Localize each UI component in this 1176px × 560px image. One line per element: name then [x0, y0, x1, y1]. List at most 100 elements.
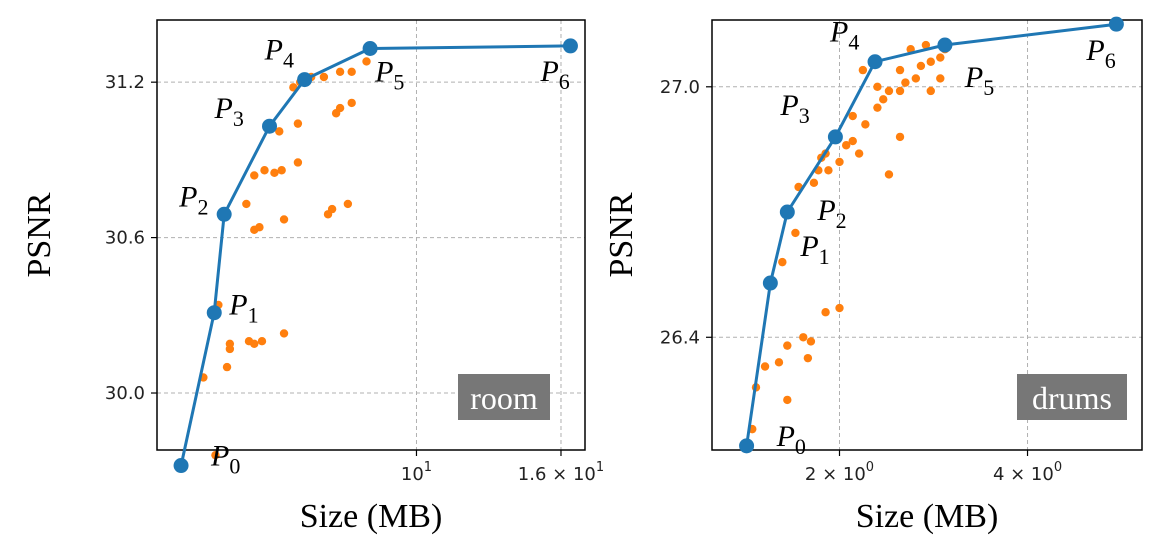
pareto-point — [739, 438, 755, 454]
candidate-point — [791, 228, 800, 238]
y-tick-label: 27.0 — [660, 77, 700, 98]
pareto-label-subscript: 3 — [799, 103, 810, 128]
candidate-point — [760, 362, 770, 371]
candidate-point — [279, 215, 289, 224]
pareto-label-subscript: 4 — [848, 30, 859, 55]
candidate-point — [926, 86, 935, 96]
pareto-label-letter: P — [264, 34, 283, 67]
pareto-label-subscript: 1 — [248, 303, 259, 328]
scene-badge-label: drums — [1032, 380, 1112, 416]
pareto-label-subscript: 3 — [233, 106, 244, 131]
pareto-label-letter: P — [816, 194, 835, 227]
scene-badge — [1017, 374, 1127, 420]
pareto-label-letter: P — [214, 92, 233, 125]
candidate-point — [319, 72, 329, 82]
candidate-point — [211, 450, 220, 460]
candidate-point — [848, 111, 857, 121]
pareto-point — [827, 129, 843, 145]
candidate-point — [242, 199, 251, 209]
candidate-point — [936, 74, 945, 83]
candidate-point — [821, 308, 830, 317]
y-tick-label: 31.2 — [105, 72, 145, 93]
candidate-point — [835, 303, 844, 313]
x-tick-base: 10 — [401, 464, 424, 485]
x-tick-base: 4 × 10 — [993, 464, 1054, 485]
pareto-label-letter: P — [374, 55, 393, 88]
pareto-label-letter: P — [779, 89, 798, 122]
candidate-point — [916, 61, 926, 71]
candidate-point — [222, 362, 232, 372]
scene-badge — [458, 374, 550, 420]
candidate-point — [873, 82, 882, 91]
x-tick-label: 101 — [401, 460, 432, 485]
pareto-label-letter: P — [210, 440, 229, 473]
candidate-point — [293, 158, 303, 167]
pareto-label-letter: P — [829, 16, 848, 49]
x-tick-base: 2 × 10 — [805, 464, 866, 485]
candidate-point — [327, 204, 337, 214]
pareto-point-label: P2 — [816, 194, 846, 233]
scene-badge-label: room — [470, 380, 538, 416]
pareto-point — [1108, 16, 1124, 32]
pareto-label-subscript: 0 — [795, 434, 806, 459]
candidate-point — [225, 339, 235, 348]
pareto-label-letter: P — [178, 180, 197, 213]
pareto-label-subscript: 1 — [819, 244, 830, 269]
pareto-label-subscript: 0 — [229, 454, 240, 479]
pareto-point — [297, 72, 313, 88]
pareto-point — [262, 118, 278, 134]
candidate-point — [848, 136, 857, 146]
pareto-label-letter: P — [1085, 34, 1104, 67]
candidate-point — [835, 157, 844, 167]
candidate-point — [809, 178, 819, 188]
pareto-point — [762, 275, 778, 291]
candidate-point — [921, 40, 931, 50]
pareto-label-subscript: 6 — [559, 69, 570, 94]
pareto-point-label: P0 — [776, 420, 806, 459]
pareto-point-label: P1 — [228, 289, 258, 328]
x-axis-label: Size (MB) — [300, 498, 443, 535]
plot-frame — [711, 19, 1143, 451]
candidate-point — [911, 74, 921, 83]
x-tick-base: 1.6 × 10 — [518, 464, 596, 485]
x-tick-exponent: 0 — [866, 460, 874, 475]
pareto-point-label: P1 — [799, 230, 829, 269]
x-tick-exponent: 1 — [424, 460, 432, 475]
pareto-point-label: P2 — [178, 180, 208, 219]
pareto-point-label: P0 — [210, 440, 240, 479]
candidate-point — [783, 395, 792, 405]
pareto-point — [562, 38, 578, 54]
candidate-point — [799, 333, 808, 342]
x-tick-label: 4 × 100 — [993, 460, 1062, 485]
candidate-point — [774, 358, 784, 367]
candidate-point — [806, 337, 816, 346]
pareto-point-label: P3 — [214, 92, 244, 131]
y-axis-label: PSNR — [21, 192, 58, 277]
candidate-point — [873, 103, 882, 112]
pareto-point-label: P5 — [964, 61, 994, 100]
pareto-point — [173, 458, 189, 474]
candidate-point — [347, 67, 356, 77]
candidate-point — [783, 341, 792, 350]
candidate-point — [347, 98, 356, 108]
candidate-point — [250, 339, 259, 348]
pareto-point — [937, 37, 953, 53]
pareto-label-letter: P — [964, 61, 983, 94]
candidate-point — [884, 170, 894, 179]
candidate-point — [884, 86, 894, 96]
candidate-point — [270, 168, 279, 178]
candidate-point — [257, 337, 267, 346]
candidate-point — [895, 86, 905, 96]
candidate-point — [260, 166, 269, 175]
pareto-label-subscript: 2 — [836, 208, 847, 233]
pareto-point-label: P3 — [779, 89, 809, 128]
candidate-point — [861, 120, 870, 129]
candidate-point — [854, 149, 864, 158]
candidate-point — [250, 171, 259, 180]
candidate-point — [335, 67, 345, 77]
candidate-point — [277, 166, 286, 175]
y-tick-label: 26.4 — [660, 327, 700, 348]
candidate-point — [803, 353, 813, 363]
